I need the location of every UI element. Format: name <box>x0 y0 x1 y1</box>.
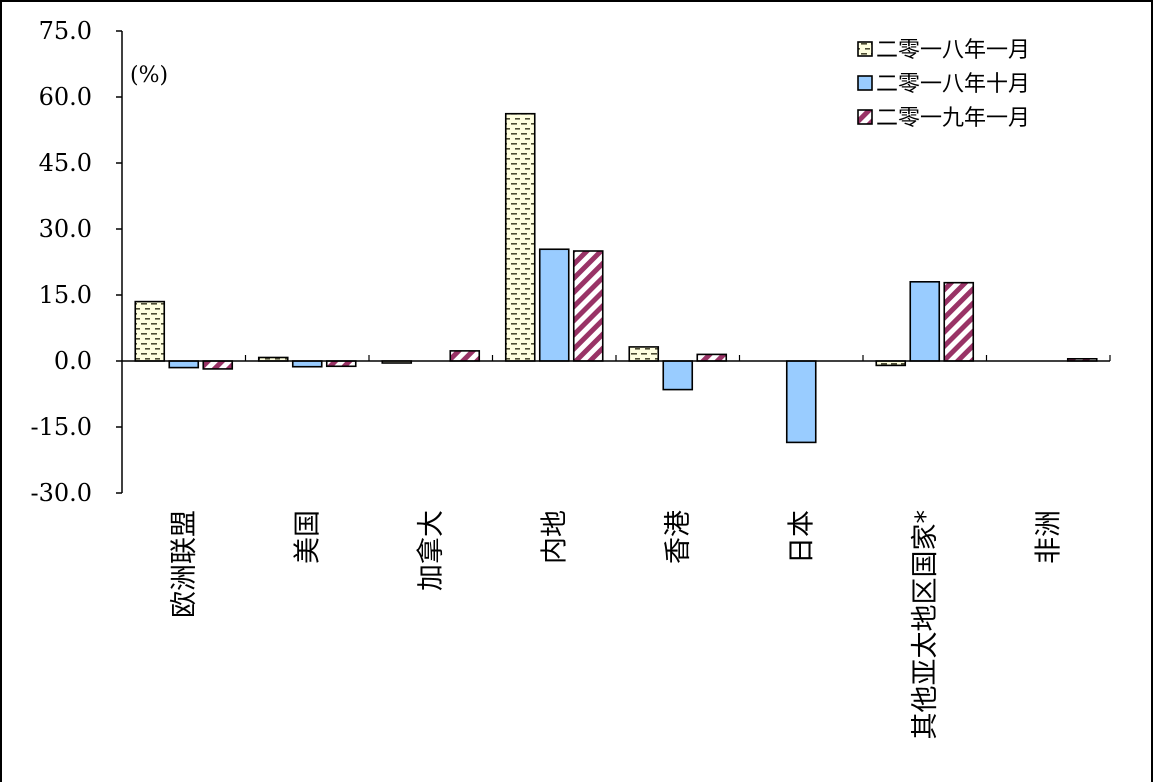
unit-label: (%) <box>130 63 168 88</box>
legend-swatch <box>857 109 873 125</box>
category-label: 加拿大 <box>416 510 447 591</box>
bar <box>291 360 323 368</box>
bar <box>504 112 536 362</box>
legend-label: 二零一八年一月 <box>876 38 1030 63</box>
category-label: 非洲 <box>1033 510 1064 564</box>
category-label: 欧洲联盟 <box>169 510 200 618</box>
bar <box>628 346 660 362</box>
y-tick-label: 0.0 <box>54 347 92 375</box>
y-tick-label: 75.0 <box>39 17 92 45</box>
legend-swatch <box>857 41 873 57</box>
plot-area: 75.0 60.0 45.0 30.0 15.0 0.0 -15.0 -30.0 欧洲联盟 美国 加… <box>30 17 1111 740</box>
bar <box>785 360 817 444</box>
y-tick-label: -15.0 <box>30 413 92 441</box>
legend-label: 二零一八年十月 <box>876 72 1030 97</box>
bar <box>572 250 604 362</box>
bar <box>202 360 234 370</box>
y-tick-label: 60.0 <box>39 83 92 111</box>
legend-label: 二零一九年一月 <box>876 106 1030 131</box>
category-label: 美国 <box>292 510 323 564</box>
bar <box>538 248 570 362</box>
bar <box>325 360 357 368</box>
y-tick-label: -30.0 <box>30 479 92 507</box>
y-tick-label: 15.0 <box>39 281 92 309</box>
bar <box>662 360 694 391</box>
bar <box>449 350 481 362</box>
category-label: 香港 <box>663 510 694 564</box>
bar <box>909 280 941 362</box>
y-tick-label: 30.0 <box>39 215 92 243</box>
y-tick-label: 45.0 <box>39 149 92 177</box>
category-label: 内地 <box>539 510 570 564</box>
bar <box>134 300 166 362</box>
legend-swatch <box>857 75 873 91</box>
category-label: 日本 <box>786 510 817 564</box>
bar <box>943 281 975 362</box>
bar <box>168 360 200 369</box>
bar <box>696 353 728 362</box>
category-label: 其他亚太地区国家* <box>910 510 941 740</box>
